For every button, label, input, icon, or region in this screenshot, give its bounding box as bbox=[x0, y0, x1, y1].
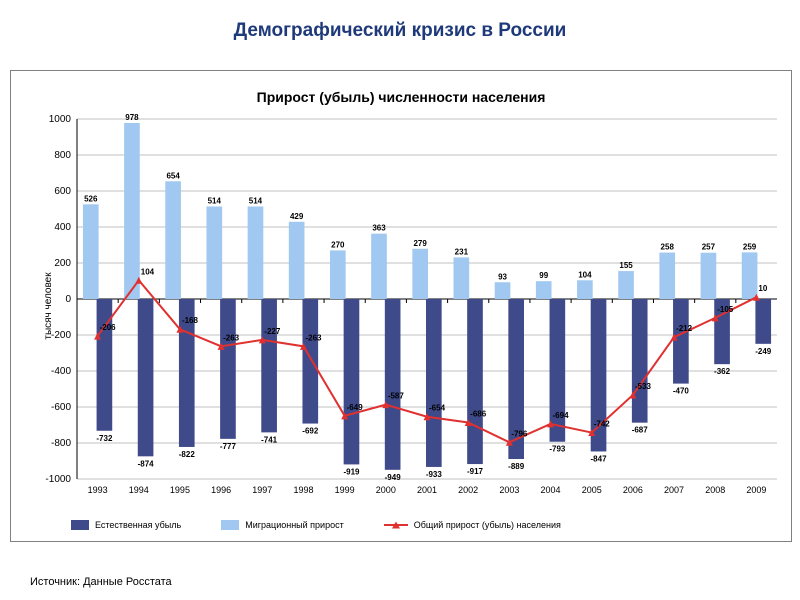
svg-text:-227: -227 bbox=[264, 327, 281, 336]
legend-label-natural: Естественная убыль bbox=[95, 520, 181, 530]
svg-text:1995: 1995 bbox=[170, 485, 190, 495]
svg-text:526: 526 bbox=[84, 194, 98, 203]
chart-svg: -1000-800-600-400-2000200400600800100052… bbox=[77, 119, 777, 479]
svg-text:2008: 2008 bbox=[705, 485, 725, 495]
svg-text:258: 258 bbox=[661, 243, 675, 252]
svg-text:1997: 1997 bbox=[252, 485, 272, 495]
chart-title: Прирост (убыль) численности населения bbox=[11, 89, 791, 105]
svg-text:0: 0 bbox=[65, 294, 71, 305]
svg-text:-105: -105 bbox=[717, 305, 734, 314]
svg-text:-742: -742 bbox=[594, 420, 611, 429]
svg-text:-686: -686 bbox=[470, 409, 487, 418]
legend-label-total: Общий прирост (убыль) населения bbox=[414, 520, 561, 530]
svg-text:-741: -741 bbox=[261, 435, 278, 444]
svg-text:99: 99 bbox=[539, 271, 548, 280]
svg-text:-822: -822 bbox=[179, 450, 196, 459]
svg-text:-362: -362 bbox=[714, 367, 731, 376]
svg-text:-533: -533 bbox=[635, 382, 652, 391]
svg-text:-200: -200 bbox=[51, 330, 71, 341]
legend-natural: Естественная убыль bbox=[71, 520, 181, 530]
page-title: Демографический кризис в России bbox=[0, 20, 800, 42]
svg-text:600: 600 bbox=[54, 186, 71, 197]
svg-text:1999: 1999 bbox=[335, 485, 355, 495]
svg-text:-400: -400 bbox=[51, 366, 71, 377]
svg-text:-917: -917 bbox=[467, 467, 484, 476]
svg-text:2007: 2007 bbox=[664, 485, 684, 495]
svg-text:231: 231 bbox=[455, 247, 469, 256]
legend-box-migration bbox=[221, 520, 239, 530]
svg-text:2009: 2009 bbox=[746, 485, 766, 495]
svg-text:2000: 2000 bbox=[376, 485, 396, 495]
svg-text:-206: -206 bbox=[100, 323, 117, 332]
svg-text:1998: 1998 bbox=[293, 485, 313, 495]
svg-text:978: 978 bbox=[125, 113, 139, 122]
svg-text:-687: -687 bbox=[632, 426, 649, 435]
svg-text:-649: -649 bbox=[347, 403, 364, 412]
svg-text:-889: -889 bbox=[508, 462, 525, 471]
chart-container: Прирост (убыль) численности населения ты… bbox=[10, 70, 792, 542]
svg-text:10: 10 bbox=[758, 284, 767, 293]
svg-text:257: 257 bbox=[702, 243, 716, 252]
svg-text:400: 400 bbox=[54, 222, 71, 233]
svg-text:-694: -694 bbox=[553, 411, 570, 420]
svg-text:-692: -692 bbox=[302, 427, 319, 436]
svg-text:1000: 1000 bbox=[49, 114, 72, 125]
svg-text:1996: 1996 bbox=[211, 485, 231, 495]
svg-text:-600: -600 bbox=[51, 402, 71, 413]
svg-text:2004: 2004 bbox=[541, 485, 561, 495]
legend-total: Общий прирост (убыль) населения bbox=[384, 520, 561, 530]
legend-label-migration: Миграционный прирост bbox=[245, 520, 343, 530]
svg-text:-793: -793 bbox=[549, 445, 566, 454]
svg-text:363: 363 bbox=[372, 224, 386, 233]
svg-text:155: 155 bbox=[619, 261, 633, 270]
svg-text:-249: -249 bbox=[755, 347, 772, 356]
svg-text:-732: -732 bbox=[96, 434, 113, 443]
legend-box-natural bbox=[71, 520, 89, 530]
svg-text:-800: -800 bbox=[51, 438, 71, 449]
svg-text:1994: 1994 bbox=[129, 485, 149, 495]
svg-text:-919: -919 bbox=[343, 467, 360, 476]
svg-text:-168: -168 bbox=[182, 316, 199, 325]
svg-text:2005: 2005 bbox=[582, 485, 602, 495]
svg-text:2001: 2001 bbox=[417, 485, 437, 495]
svg-text:2002: 2002 bbox=[458, 485, 478, 495]
svg-text:-949: -949 bbox=[385, 473, 402, 482]
svg-text:259: 259 bbox=[743, 242, 757, 251]
plot-area: -1000-800-600-400-2000200400600800100052… bbox=[77, 119, 777, 479]
svg-text:-470: -470 bbox=[673, 387, 690, 396]
svg-text:-777: -777 bbox=[220, 442, 237, 451]
svg-text:-212: -212 bbox=[676, 324, 693, 333]
legend-line-total bbox=[384, 524, 408, 526]
svg-text:514: 514 bbox=[208, 196, 222, 205]
svg-text:800: 800 bbox=[54, 150, 71, 161]
svg-text:-1000: -1000 bbox=[45, 474, 71, 485]
svg-text:104: 104 bbox=[578, 270, 592, 279]
svg-text:93: 93 bbox=[498, 272, 507, 281]
svg-text:-796: -796 bbox=[511, 429, 528, 438]
svg-text:514: 514 bbox=[249, 196, 263, 205]
svg-text:270: 270 bbox=[331, 240, 345, 249]
svg-text:-263: -263 bbox=[223, 333, 240, 342]
svg-text:-263: -263 bbox=[305, 333, 322, 342]
legend-migration: Миграционный прирост bbox=[221, 520, 343, 530]
svg-text:104: 104 bbox=[141, 267, 155, 276]
svg-text:429: 429 bbox=[290, 212, 304, 221]
svg-text:-587: -587 bbox=[388, 392, 405, 401]
svg-text:200: 200 bbox=[54, 258, 71, 269]
svg-text:279: 279 bbox=[413, 239, 427, 248]
legend: Естественная убыль Миграционный прирост … bbox=[71, 515, 771, 535]
svg-text:2006: 2006 bbox=[623, 485, 643, 495]
svg-text:-874: -874 bbox=[138, 459, 155, 468]
svg-text:2003: 2003 bbox=[499, 485, 519, 495]
svg-text:-654: -654 bbox=[429, 404, 446, 413]
source-text: Источник: Данные Росстата bbox=[30, 576, 172, 588]
svg-text:-847: -847 bbox=[591, 454, 608, 463]
svg-text:-933: -933 bbox=[426, 470, 443, 479]
svg-text:1993: 1993 bbox=[88, 485, 108, 495]
svg-text:654: 654 bbox=[166, 171, 180, 180]
